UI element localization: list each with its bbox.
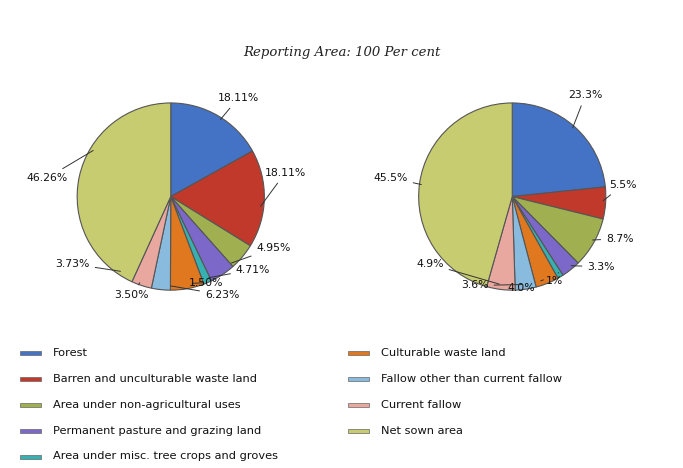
Bar <box>20 351 41 355</box>
Bar <box>20 402 41 407</box>
Text: 23.3%: 23.3% <box>568 90 602 128</box>
Bar <box>20 429 41 433</box>
Wedge shape <box>171 197 233 281</box>
Text: Net sown area: Net sown area <box>381 425 463 436</box>
Text: 3.50%: 3.50% <box>114 283 149 300</box>
Text: 3.6%: 3.6% <box>461 280 522 291</box>
Wedge shape <box>512 197 558 287</box>
Text: General land use categories–1960–61: General land use categories–1960–61 <box>8 13 313 27</box>
Text: 4.71%: 4.71% <box>209 264 270 278</box>
Text: Permanent pasture and grazing land: Permanent pasture and grazing land <box>53 425 262 436</box>
Text: Fallow other than current fallow: Fallow other than current fallow <box>381 373 562 384</box>
Text: 18.11%: 18.11% <box>217 93 259 119</box>
Wedge shape <box>171 151 264 246</box>
Text: 46.26%: 46.26% <box>27 151 93 183</box>
Wedge shape <box>152 197 171 290</box>
Text: 4.95%: 4.95% <box>232 243 291 263</box>
Text: 45.5%: 45.5% <box>374 173 421 184</box>
Wedge shape <box>171 197 251 267</box>
Text: 4.9%: 4.9% <box>416 259 499 284</box>
Text: General land use categories–2014–15: General land use categories–2014–15 <box>339 13 645 27</box>
Wedge shape <box>512 197 578 275</box>
Text: 4.0%: 4.0% <box>507 280 544 293</box>
Wedge shape <box>171 197 212 284</box>
Bar <box>348 402 369 407</box>
Text: 3.3%: 3.3% <box>571 262 615 272</box>
Text: Current fallow: Current fallow <box>381 400 461 410</box>
Text: Barren and unculturable waste land: Barren and unculturable waste land <box>53 373 257 384</box>
Bar <box>348 351 369 355</box>
Text: 3.73%: 3.73% <box>55 259 120 271</box>
Text: Forest: Forest <box>53 348 88 358</box>
Bar <box>348 429 369 433</box>
Wedge shape <box>171 103 253 197</box>
Bar <box>348 377 369 381</box>
Wedge shape <box>419 103 512 286</box>
Text: Area under misc. tree crops and groves: Area under misc. tree crops and groves <box>53 452 278 461</box>
Wedge shape <box>512 187 606 219</box>
Wedge shape <box>512 197 563 278</box>
Text: Culturable waste land: Culturable waste land <box>381 348 505 358</box>
Wedge shape <box>512 197 536 290</box>
Wedge shape <box>512 197 603 263</box>
Bar <box>20 455 41 459</box>
Text: 6.23%: 6.23% <box>171 286 240 300</box>
Text: 8.7%: 8.7% <box>593 234 634 244</box>
Wedge shape <box>77 103 171 282</box>
Wedge shape <box>171 197 204 290</box>
Text: 1.50%: 1.50% <box>189 278 223 288</box>
Text: 5.5%: 5.5% <box>603 180 637 201</box>
Wedge shape <box>487 197 515 290</box>
Bar <box>20 377 41 381</box>
Wedge shape <box>132 197 171 288</box>
Text: 1%: 1% <box>546 272 563 286</box>
Wedge shape <box>512 103 605 197</box>
Text: Reporting Area: 100 Per cent: Reporting Area: 100 Per cent <box>243 46 440 59</box>
Text: 18.11%: 18.11% <box>260 168 305 206</box>
Text: Area under non-agricultural uses: Area under non-agricultural uses <box>53 400 241 410</box>
